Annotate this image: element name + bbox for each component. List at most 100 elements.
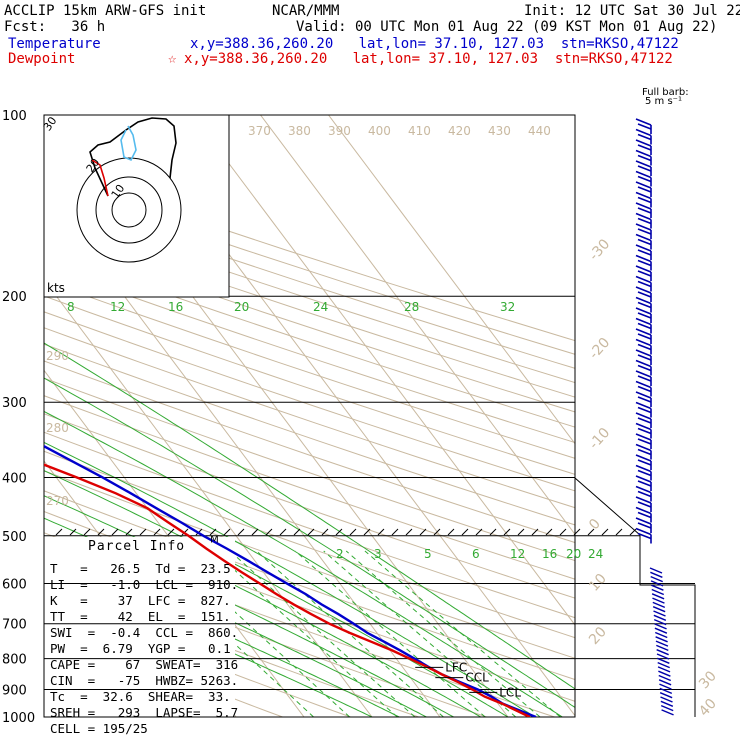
valid-time: Valid: 00 UTC Mon 01 Aug 22 (09 KST Mon … xyxy=(296,19,718,35)
freezing-hatch xyxy=(209,528,217,536)
theta-label: 270 xyxy=(46,494,69,508)
wind-barb-flag xyxy=(637,427,652,435)
moist-adiabat-label: 24 xyxy=(313,300,328,314)
isobar-lines xyxy=(44,295,695,690)
hodograph-ring-10 xyxy=(111,192,147,228)
mixing-ratio-label: 2 xyxy=(336,547,344,561)
plot-frame xyxy=(43,114,576,718)
wind-barbs xyxy=(635,118,674,716)
wind-barb-flag xyxy=(635,118,652,126)
wind-barb-flag xyxy=(637,501,652,508)
dry-adiabat-line xyxy=(44,194,575,369)
header: ACCLIP 15km ARW-GFS init NCAR/MMM Init: … xyxy=(0,0,740,70)
dry-adiabat-line xyxy=(44,295,575,475)
wind-barb xyxy=(659,692,673,699)
sounding-profiles xyxy=(44,444,537,717)
dry-adiabat-line xyxy=(44,311,575,492)
freezing-hatch xyxy=(475,528,483,536)
parcel-row-tc: Tc = 32.6 SHEAR= 33. xyxy=(50,689,231,704)
wind-barb xyxy=(652,606,666,613)
freezing-level-marker: M xyxy=(210,534,219,545)
wind-barb xyxy=(661,709,674,716)
lower-panel-outline xyxy=(574,477,696,717)
wind-barb-flag xyxy=(635,422,652,431)
freezing-hatch xyxy=(629,528,637,536)
wind-barb-flag xyxy=(637,259,652,267)
pressure-tick-label: 700 xyxy=(2,618,27,633)
wind-barb-flag xyxy=(635,275,652,284)
wind-barb-flag xyxy=(637,354,652,361)
isotherm-label: -30 xyxy=(586,236,613,264)
wind-barb-flag xyxy=(635,265,652,273)
wind-barb-flag xyxy=(637,280,652,288)
theta-label: 380 xyxy=(288,124,311,138)
wind-barb-flag xyxy=(635,517,652,525)
pressure-tick-label: 300 xyxy=(2,396,27,411)
wind-barb-flag xyxy=(635,181,652,189)
theta-label: 410 xyxy=(408,124,431,138)
barb-legend-title: Full barb: xyxy=(642,87,689,98)
freezing-hatch xyxy=(545,528,553,536)
freezing-hatch xyxy=(251,528,259,536)
dewpoint-legend-label: Dewpoint xyxy=(8,51,76,67)
wind-barb-flag xyxy=(637,343,652,351)
wind-barb xyxy=(653,614,667,621)
freezing-hatch xyxy=(293,528,301,536)
parcel-row-pw: PW = 6.79 YGP = 0.1 xyxy=(50,641,231,656)
mixing-ratio-line xyxy=(323,550,517,717)
theta-label: 420 xyxy=(448,124,471,138)
wind-barb-flag xyxy=(635,317,652,326)
model-title: ACCLIP 15km ARW-GFS init xyxy=(4,3,207,19)
wind-barb-flag xyxy=(635,223,652,231)
freezing-hatch xyxy=(69,528,77,536)
freezing-hatch xyxy=(377,528,385,536)
wind-barb-flag xyxy=(635,349,652,357)
moist-adiabat-line xyxy=(44,470,509,717)
freezing-hatch xyxy=(559,528,567,536)
wind-barb xyxy=(653,618,667,626)
wind-barb xyxy=(660,700,674,707)
hodograph-trace-mid xyxy=(120,125,137,162)
dry-adiabat-line xyxy=(44,235,575,413)
dry-adiabat-line xyxy=(44,327,575,509)
wind-barb-flag xyxy=(637,175,652,183)
dry-adiabat-line xyxy=(44,576,419,717)
forecast-hour: Fcst: 36 h xyxy=(4,19,106,35)
isotherm-label: 40 xyxy=(696,696,720,720)
dry-adiabat-line xyxy=(44,343,575,526)
hodograph-frame xyxy=(43,114,230,298)
wind-barb-flag xyxy=(635,485,652,494)
freezing-hatch xyxy=(447,528,455,536)
wind-barb xyxy=(656,649,669,656)
dry-adiabat-line xyxy=(44,221,575,398)
lcl-label: LCL xyxy=(499,685,521,699)
pressure-tick-label: 400 xyxy=(2,471,27,486)
parcel-row-tt: TT = 42 EL = 151. xyxy=(50,609,231,624)
wind-barb-flag xyxy=(637,417,652,424)
wind-barb-flag xyxy=(635,307,652,315)
wind-barb-flag xyxy=(635,475,652,483)
pressure-tick-label: 1000 xyxy=(2,711,35,726)
wind-barb-flag xyxy=(635,433,652,441)
wind-barb xyxy=(654,631,668,639)
dry-adiabat-line xyxy=(44,250,575,428)
wind-barb-flag xyxy=(635,244,652,252)
wind-barb xyxy=(655,640,669,647)
wind-barb-flag xyxy=(637,154,652,162)
pressure-tick-label: 600 xyxy=(2,577,27,592)
freezing-hatch xyxy=(223,528,231,536)
theta-label: 430 xyxy=(488,124,511,138)
wind-barb-flag xyxy=(635,254,652,263)
wind-barb-flag xyxy=(637,532,652,540)
wind-barb-flag xyxy=(635,233,652,242)
wind-barb xyxy=(659,687,673,695)
wind-barb-flag xyxy=(635,286,652,294)
wind-barb-flag xyxy=(635,380,652,389)
parcel-row-k: K = 37 LFC = 827. xyxy=(50,593,231,608)
wind-barb-flag xyxy=(637,480,652,487)
mixing-ratio-label: 5 xyxy=(424,547,432,561)
moist-adiabat-label: 16 xyxy=(168,300,183,314)
wind-barb xyxy=(656,653,670,660)
freezing-hatch xyxy=(167,528,175,536)
wind-barb-flag xyxy=(635,149,652,158)
